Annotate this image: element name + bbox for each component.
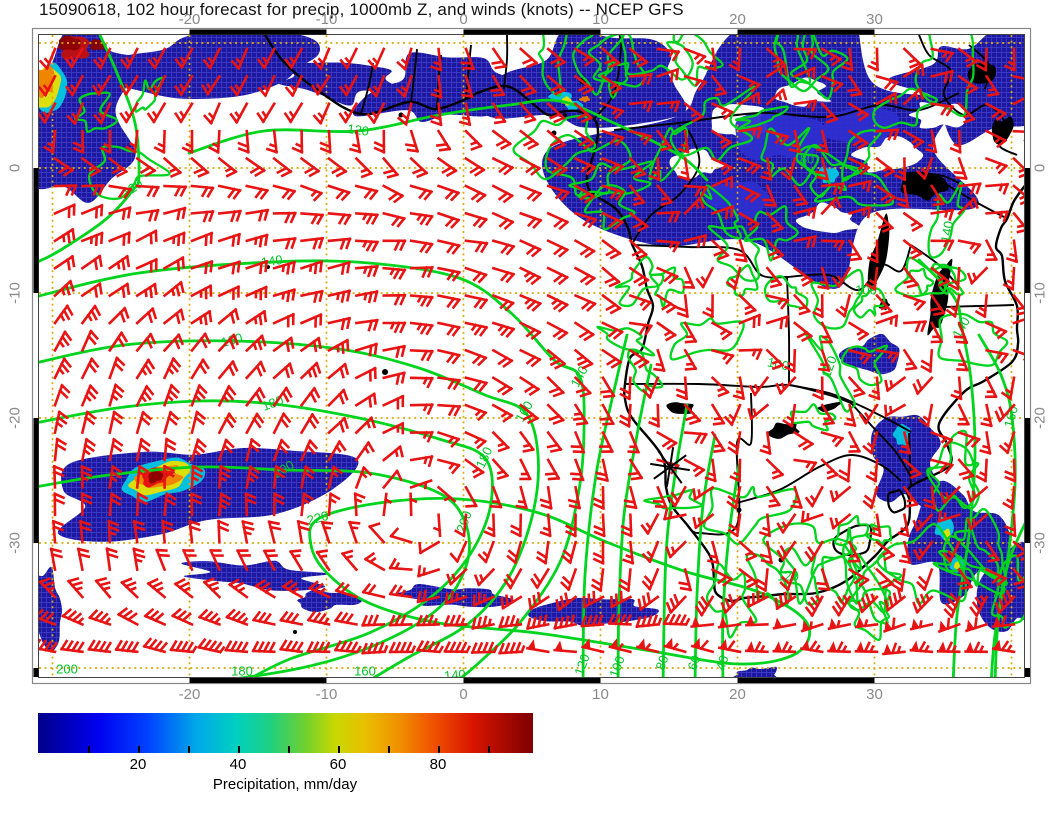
colorbar-tick-label: 80	[429, 756, 447, 773]
colorbar-tick	[88, 746, 90, 753]
svg-text:200: 200	[56, 661, 78, 676]
wind-barbs	[39, 47, 1024, 656]
svg-text:80: 80	[800, 151, 814, 166]
precipitation-colorbar	[38, 713, 533, 753]
svg-text:160: 160	[1001, 404, 1021, 429]
precipitation-shading	[39, 35, 1024, 677]
lon-tick-bottom: -20	[178, 686, 201, 703]
colorbar-tick	[288, 746, 290, 753]
colorbar-tick	[338, 746, 340, 753]
lon-tick-top: -20	[178, 11, 201, 28]
colorbar-tick-label: 20	[129, 756, 147, 773]
lon-tick-top: 20	[729, 11, 746, 28]
colorbar-title: Precipitation, mm/day	[212, 776, 358, 793]
svg-text:200: 200	[453, 509, 475, 535]
svg-text:80: 80	[652, 653, 671, 672]
station-marker-asterisk	[650, 447, 690, 487]
svg-text:120: 120	[571, 652, 593, 678]
colorbar-tick	[238, 746, 240, 753]
svg-text:220: 220	[990, 577, 1012, 603]
lon-tick-bottom: 20	[729, 686, 746, 703]
colorbar-tick	[188, 746, 190, 753]
colorbar-tick	[438, 746, 440, 753]
colorbar-tick-label: 60	[329, 756, 347, 773]
lon-tick-top: -10	[315, 11, 338, 28]
lon-tick-top: 10	[592, 11, 609, 28]
lon-tick-bottom: 10	[592, 686, 609, 703]
lon-tick-top: 0	[459, 11, 468, 28]
map-frame	[31, 27, 1032, 685]
page-title: 15090618, 102 hour forecast for precip, …	[39, 0, 684, 19]
lon-tick-bottom: -10	[315, 686, 338, 703]
svg-text:180: 180	[231, 663, 253, 678]
colorbar-tick	[388, 746, 390, 753]
svg-text:40: 40	[712, 653, 731, 672]
svg-text:140: 140	[938, 220, 957, 244]
height-contours-1000mb	[39, 35, 1024, 677]
svg-text:140: 140	[443, 667, 466, 684]
svg-text:120: 120	[346, 121, 370, 139]
svg-text:60: 60	[684, 653, 703, 672]
lon-tick-bottom: 0	[459, 686, 468, 703]
lon-tick-bottom: 30	[866, 686, 883, 703]
svg-text:160: 160	[354, 663, 376, 678]
svg-text:100: 100	[766, 354, 790, 373]
colorbar-tick	[138, 746, 140, 753]
colorbar-tick	[488, 746, 490, 753]
colorbar-tick-label: 40	[229, 756, 247, 773]
svg-text:100: 100	[606, 654, 628, 680]
lon-tick-top: 30	[866, 11, 883, 28]
